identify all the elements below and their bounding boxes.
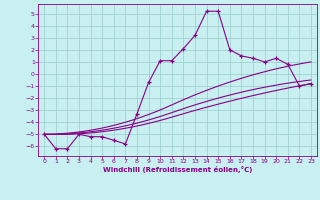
X-axis label: Windchill (Refroidissement éolien,°C): Windchill (Refroidissement éolien,°C) [103, 166, 252, 173]
